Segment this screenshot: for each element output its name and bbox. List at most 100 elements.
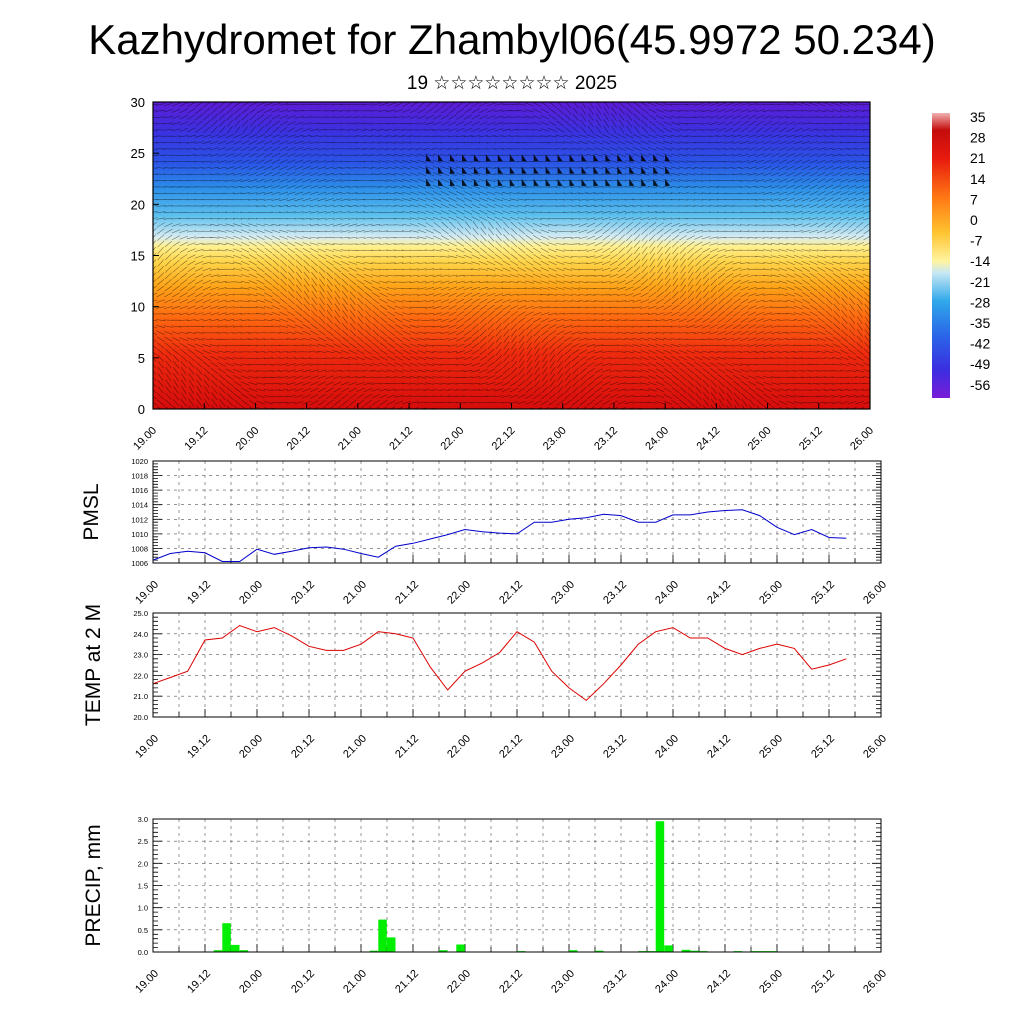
series-line <box>152 509 847 562</box>
ytick-label: 20.0 <box>133 713 148 722</box>
heatmap-ytick-label: 5 <box>138 351 145 366</box>
series-line <box>152 624 847 702</box>
heatmap-xtick-label: 22.00 <box>438 425 466 453</box>
xtick-label: 22.00 <box>445 579 473 607</box>
heatmap-xtick-label: 21.12 <box>387 425 415 453</box>
xtick-label: 21.00 <box>341 733 369 761</box>
colorbar-label: -35 <box>970 315 990 331</box>
colorbar: 35 28 21 14 7 0 -7 -14 -21 -28 -35 -42 -49 -56 <box>932 109 990 398</box>
precip-bar <box>681 949 691 952</box>
heatmap-xtick-label: 25.12 <box>797 425 825 453</box>
colorbar-label: 28 <box>970 130 986 146</box>
xtick-label: 20.00 <box>237 968 265 996</box>
ytick-label: 22.0 <box>133 671 148 680</box>
xtick-label: 25.00 <box>757 733 785 761</box>
xtick-label: 21.12 <box>393 968 421 996</box>
xtick-label: 24.00 <box>653 579 681 607</box>
xtick-label: 23.00 <box>549 579 577 607</box>
heatmap-xtick-label: 19.00 <box>131 425 159 453</box>
panel-frame <box>152 612 882 718</box>
yaxis-title: PMSL <box>80 483 103 540</box>
ytick-label: 1016 <box>131 486 148 495</box>
xtick-label: 23.12 <box>601 968 629 996</box>
heatmap-xtick-label: 19.12 <box>182 425 210 453</box>
precip-bar <box>231 944 240 952</box>
ytick-label: 1006 <box>131 559 148 568</box>
colorbar-label: 14 <box>970 171 986 187</box>
precip-bar <box>595 950 604 952</box>
xtick-label: 25.00 <box>757 579 785 607</box>
xtick-label: 19.12 <box>185 579 213 607</box>
wind-vectors <box>153 102 870 409</box>
precip-bar <box>369 950 379 952</box>
precip-bar <box>439 950 448 952</box>
precip-bar <box>213 950 223 952</box>
xtick-label: 23.00 <box>549 968 577 996</box>
ytick-label: 24.0 <box>133 630 148 639</box>
pmsl-panel: 1006 1008 1010 1012 1014 1016 1018 1020 19.00 19.… <box>80 457 889 607</box>
ytick-label: 1.0 <box>138 904 148 913</box>
xtick-label: 22.00 <box>445 968 473 996</box>
ytick-label: 0.0 <box>138 948 148 957</box>
heatmap-xtick-label: 25.00 <box>746 425 774 453</box>
heatmap-xtick-label: 23.00 <box>541 425 569 453</box>
colorbar-label: -21 <box>970 274 990 290</box>
chart-subtitle: 19 ☆☆☆☆☆☆☆☆ 2025 <box>406 73 618 94</box>
heatmap-ytick-label: 15 <box>131 249 145 264</box>
xtick-label: 20.00 <box>237 733 265 761</box>
colorbar-label: -49 <box>970 356 990 372</box>
precip-bar <box>378 919 387 952</box>
ytick-label: 1.5 <box>138 882 148 891</box>
colorbar-strip <box>932 113 950 398</box>
heatmap-xtick-label: 21.00 <box>336 425 364 453</box>
ytick-label: 1018 <box>131 472 148 481</box>
ytick-label: 1010 <box>131 530 148 539</box>
xtick-label: 24.00 <box>653 733 681 761</box>
xtick-label: 21.00 <box>341 579 369 607</box>
precip-bar <box>387 937 396 952</box>
heatmap-ytick-label: 25 <box>131 146 145 161</box>
xtick-label: 25.12 <box>809 579 837 607</box>
panel-frame <box>152 460 882 564</box>
ytick-label: 25.0 <box>133 609 148 618</box>
xtick-label: 25.00 <box>757 968 785 996</box>
precip-bar <box>569 950 578 952</box>
heatmap-ytick-label: 10 <box>131 300 145 315</box>
xtick-label: 21.12 <box>393 733 421 761</box>
xtick-label: 24.12 <box>705 968 733 996</box>
grid-vertical <box>178 461 856 563</box>
yaxis-title: TEMP at 2 M <box>82 604 105 726</box>
heatmap-xtick-label: 24.12 <box>695 425 723 453</box>
xtick-label: 25.12 <box>809 733 837 761</box>
xtick-label: 26.00 <box>861 579 889 607</box>
colorbar-label: -7 <box>970 233 983 249</box>
colorbar-label: -14 <box>970 253 990 269</box>
heatmap-ytick-label: 0 <box>138 402 145 417</box>
colorbar-label: -56 <box>970 377 990 393</box>
xtick-label: 23.12 <box>601 733 629 761</box>
precip-bar <box>456 944 465 952</box>
xtick-label: 20.12 <box>289 733 317 761</box>
xtick-label: 21.00 <box>341 968 369 996</box>
xtick-label: 22.12 <box>497 733 525 761</box>
heatmap-ytick-label: 30 <box>131 95 145 110</box>
ytick-label: 3.0 <box>138 815 148 824</box>
axis-ticks-x <box>152 709 882 717</box>
axis-ticks-x <box>152 555 882 563</box>
ytick-label: 2.5 <box>138 837 148 846</box>
xtick-label: 22.00 <box>445 733 473 761</box>
xtick-label: 20.00 <box>237 579 265 607</box>
ytick-label: 1012 <box>131 515 148 524</box>
precip-bar <box>655 821 665 952</box>
precip-bar <box>690 950 699 952</box>
colorbar-label: 21 <box>970 150 986 166</box>
ytick-label: 1020 <box>131 457 148 466</box>
ytick-label: 23.0 <box>133 651 148 660</box>
precip-bar <box>664 945 673 952</box>
ytick-label: 1014 <box>131 501 148 510</box>
heatmap-ytick-label: 20 <box>131 197 145 212</box>
xtick-label: 23.00 <box>549 733 577 761</box>
xtick-label: 24.00 <box>653 968 681 996</box>
xtick-label: 26.00 <box>861 733 889 761</box>
